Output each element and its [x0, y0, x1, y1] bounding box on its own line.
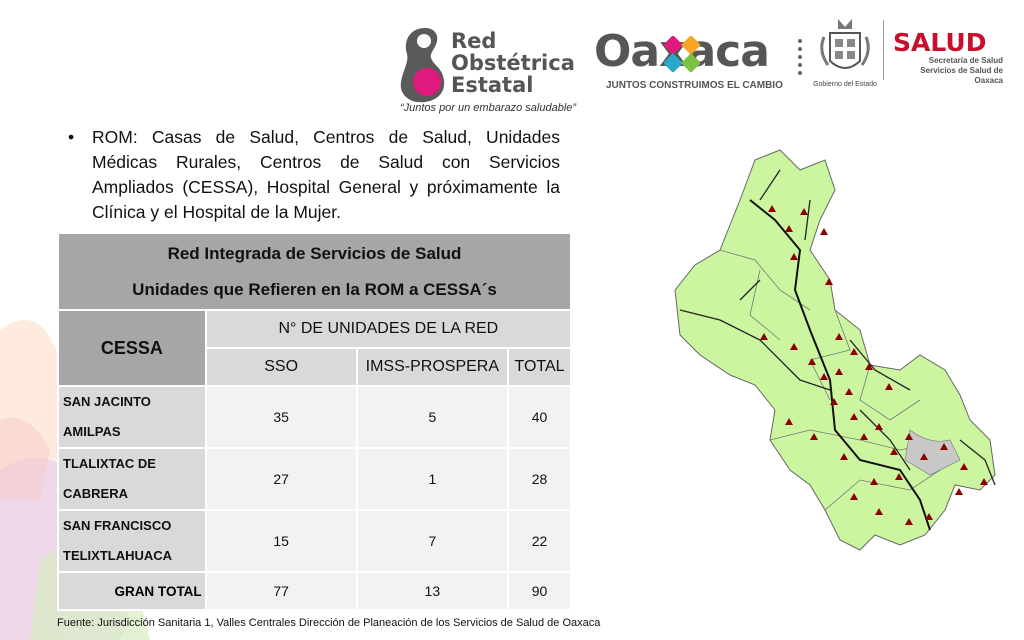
oaxaca-slogan: JUNTOS CONSTRUIMOS EL CAMBIO — [606, 80, 783, 91]
gobierno-logo: Gobierno del Estado — [810, 15, 880, 95]
logo-line-obstetrica: Obstétrica — [451, 51, 575, 75]
row-label-line2: TELIXTLAHUACA — [63, 548, 173, 563]
table-row: SAN JACINTO AMILPAS 35 5 40 — [57, 385, 572, 449]
red-obstetrica-logo: Red Obstétrica Estatal “Juntos por un em… — [393, 20, 583, 120]
cell-total: 22 — [507, 509, 572, 573]
health-unit-markers — [760, 205, 988, 525]
cell-total: 40 — [507, 385, 572, 449]
cessa-table: Red Integrada de Servicios de Salud Unid… — [57, 232, 573, 611]
column-header-cessa: CESSA — [57, 309, 207, 387]
total-total: 90 — [507, 571, 572, 611]
table-row: SAN FRANCISCO TELIXTLAHUACA 15 7 22 — [57, 509, 572, 573]
bullet-text: ROM: Casas de Salud, Centros de Salud, U… — [92, 127, 560, 222]
row-label-line1: SAN JACINTO — [63, 394, 151, 409]
table-title-line2: Unidades que Refieren en la ROM a CESSA´… — [132, 279, 497, 299]
cell-imss: 7 — [355, 509, 510, 573]
logo-separator — [798, 39, 802, 75]
cell-sso: 15 — [204, 509, 358, 573]
cell-sso: 35 — [204, 385, 358, 449]
table-title-line1: Red Integrada de Servicios de Salud — [167, 243, 462, 263]
cell-sso: 27 — [204, 447, 358, 511]
bullet-dot-icon: • — [68, 127, 75, 147]
row-label: SAN JACINTO AMILPAS — [57, 385, 207, 449]
salud-logo: SALUD Secretaría de Salud Servicios de S… — [893, 28, 1003, 86]
oaxaca-wordmark: Oaxaca — [594, 26, 770, 77]
column-group-header: N° DE UNIDADES DE LA RED — [204, 309, 573, 349]
column-header-total: TOTAL — [507, 347, 572, 387]
bullet-paragraph: • ROM: Casas de Salud, Centros de Salud,… — [68, 125, 560, 225]
row-label-line1: SAN FRANCISCO — [63, 518, 172, 533]
region-map — [674, 149, 996, 551]
table-title: Red Integrada de Servicios de Salud Unid… — [57, 232, 572, 311]
region-shape — [674, 149, 996, 551]
salud-line2: Servicios de Salud de Oaxaca — [920, 66, 1003, 85]
column-header-imss: IMSS-PROSPERA — [355, 347, 510, 387]
row-label-line1: TLALIXTAC DE — [63, 456, 156, 471]
salud-line1: Secretaría de Salud — [928, 56, 1003, 65]
gobierno-label: Gobierno del Estado — [813, 81, 877, 88]
mother-silhouette-icon — [400, 28, 445, 103]
row-label: TLALIXTAC DE CABRERA — [57, 447, 207, 511]
table-row: TLALIXTAC DE CABRERA 27 1 28 — [57, 447, 572, 511]
row-label-line2: CABRERA — [63, 486, 128, 501]
logo-line-red: Red — [451, 29, 497, 53]
salud-title: SALUD — [893, 28, 987, 57]
cell-imss: 1 — [355, 447, 510, 511]
logo-line-estatal: Estatal — [451, 73, 534, 97]
source-note: Fuente: Jurisdicción Sanitaria 1, Valles… — [57, 617, 601, 629]
oaxaca-color-x-icon — [664, 36, 700, 72]
column-header-sso: SSO — [204, 347, 358, 387]
logo-tagline: “Juntos por un embarazo saludable” — [399, 102, 577, 114]
total-imss: 13 — [355, 571, 510, 611]
cell-imss: 5 — [355, 385, 510, 449]
total-row: GRAN TOTAL 77 13 90 — [57, 571, 572, 611]
logo-divider — [883, 20, 884, 80]
coat-of-arms-icon — [820, 19, 870, 69]
cell-total: 28 — [507, 447, 572, 511]
total-sso: 77 — [204, 571, 358, 611]
oaxaca-logo: Oaxaca JUNTOS CONSTRUIMOS EL CAMBIO — [594, 26, 794, 96]
row-label: SAN FRANCISCO TELIXTLAHUACA — [57, 509, 207, 573]
row-label-line2: AMILPAS — [63, 424, 121, 439]
total-label: GRAN TOTAL — [57, 571, 207, 611]
